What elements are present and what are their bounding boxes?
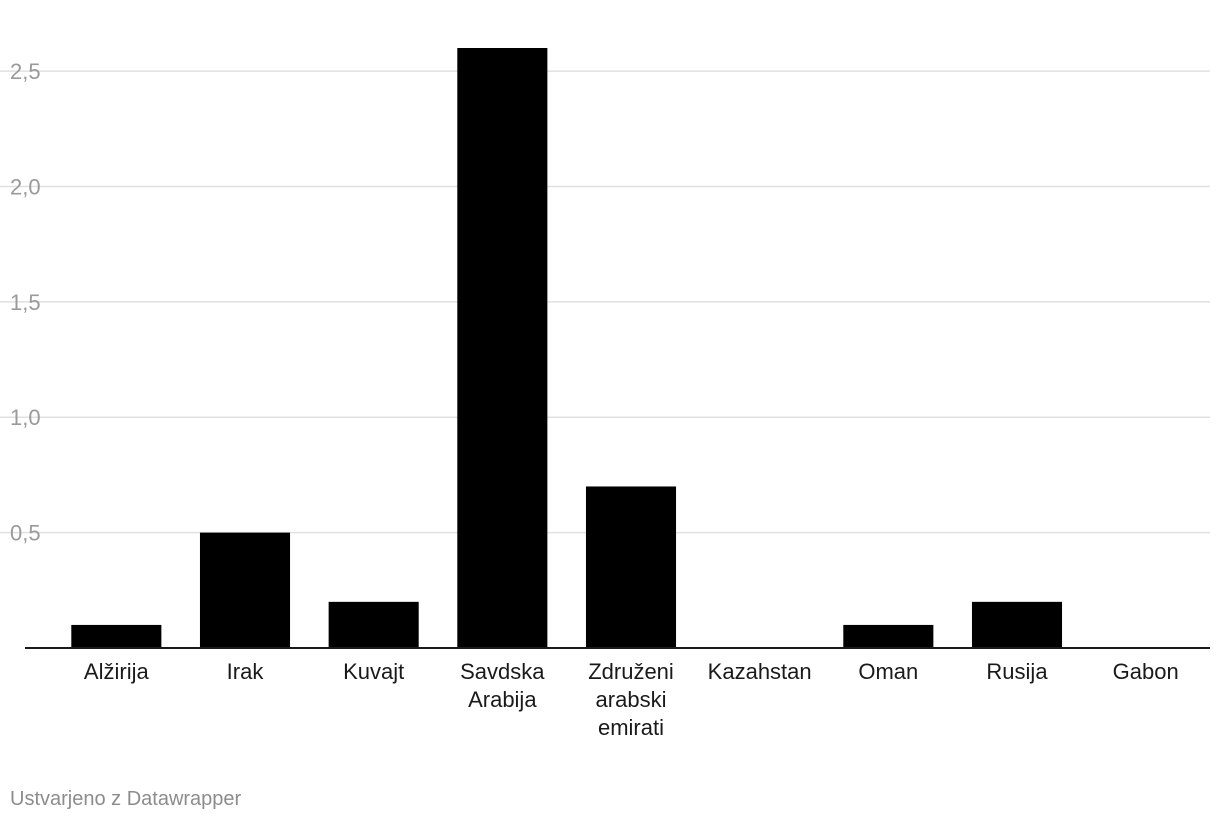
x-category-label: Irak	[227, 659, 265, 684]
bar	[843, 624, 934, 648]
bar-chart: 0,5 1,0 1,5 2,0 2,5 Alžirija Irak Kuvajt Savdsk…	[0, 48, 1210, 740]
y-tick-label: 0,5	[10, 521, 41, 546]
y-tick-label: 1,5	[10, 290, 41, 315]
x-category-label: Združeni arabski emirati	[588, 659, 674, 740]
datawrapper-credit: Ustvarjeno z Datawrapper	[10, 788, 242, 810]
x-category-label: Rusija	[986, 659, 1048, 684]
x-category-label: Kazahstan	[708, 659, 812, 684]
y-tick-label: 1,0	[10, 405, 41, 430]
bar	[457, 48, 548, 648]
x-category-label: Kuvajt	[343, 659, 404, 684]
x-axis-category-labels: Alžirija Irak Kuvajt Savdska Arabija Združeni…	[84, 659, 1179, 740]
gridlines	[0, 70, 1210, 534]
bar	[71, 624, 162, 648]
bar	[971, 601, 1063, 648]
bar	[585, 486, 677, 648]
x-category-label: Oman	[858, 659, 918, 684]
bar	[328, 601, 419, 648]
x-category-label: Alžirija	[84, 659, 150, 684]
bars	[71, 48, 1063, 648]
y-tick-label: 2,0	[10, 174, 41, 199]
y-tick-label: 2,5	[10, 59, 41, 84]
bar	[199, 532, 291, 648]
y-axis-tick-labels: 0,5 1,0 1,5 2,0 2,5	[10, 59, 41, 546]
x-category-label: Gabon	[1113, 659, 1179, 684]
x-category-label: Savdska Arabija	[460, 659, 545, 712]
